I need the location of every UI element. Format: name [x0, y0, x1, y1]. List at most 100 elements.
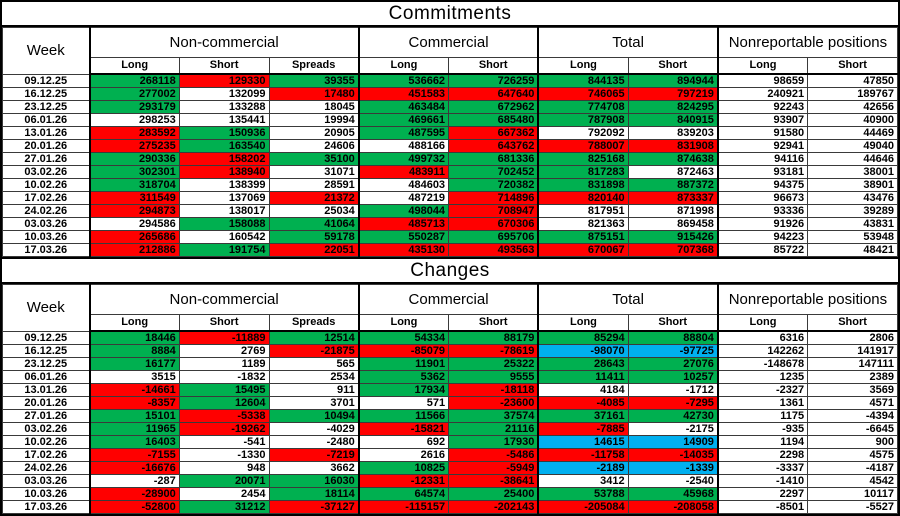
value-cell: 212886 — [88, 243, 180, 257]
group-header: Total — [537, 27, 719, 58]
value-cell: 2298 — [716, 448, 809, 462]
value-cell: -4187 — [807, 461, 898, 475]
value-cell: 14615 — [537, 435, 629, 449]
table-row: 24.02.26 294873 138017 25034 498044 708947 817… — [2, 204, 898, 218]
week-cell: 03.02.26 — [2, 165, 90, 179]
value-cell: 31212 — [178, 500, 270, 514]
value-cell: 59178 — [268, 230, 360, 244]
value-cell: 726259 — [448, 73, 539, 88]
value-cell: 820140 — [537, 191, 629, 205]
value-cell: -287 — [88, 474, 180, 488]
value-cell: 2389 — [807, 370, 898, 384]
value-cell: 54334 — [357, 330, 450, 345]
value-cell: 14909 — [627, 435, 719, 449]
value-cell: 17930 — [448, 435, 539, 449]
value-cell: 137069 — [178, 191, 270, 205]
changes-table: Week Non-commercial Commercial Total Nonrepo… — [2, 284, 898, 514]
value-cell: 787908 — [537, 113, 629, 127]
value-cell: 817283 — [537, 165, 629, 179]
value-cell: 44646 — [807, 152, 898, 166]
week-cell: 13.01.26 — [2, 383, 90, 397]
value-cell: 672962 — [448, 100, 539, 114]
value-cell: 38001 — [807, 165, 898, 179]
value-cell: -148678 — [716, 357, 809, 371]
value-cell: -5486 — [448, 448, 539, 462]
group-header: Nonreportable positions — [716, 27, 898, 58]
value-cell: 22051 — [268, 243, 360, 257]
value-cell: -37127 — [268, 500, 360, 514]
value-cell: -541 — [178, 435, 270, 449]
value-cell: 96673 — [716, 191, 809, 205]
value-cell: 138399 — [178, 178, 270, 192]
value-cell: -28900 — [88, 487, 180, 501]
commitments-table: Week Non-commercial Commercial Total Nonrepo… — [2, 27, 898, 257]
value-cell: 158088 — [178, 217, 270, 231]
value-cell: 147111 — [807, 357, 898, 371]
value-cell: 39355 — [268, 73, 360, 88]
value-cell: 290336 — [88, 152, 180, 166]
value-cell: 695706 — [448, 230, 539, 244]
value-cell: 15495 — [178, 383, 270, 397]
value-cell: 25400 — [448, 487, 539, 501]
value-cell: 91580 — [716, 126, 809, 140]
value-cell: 43476 — [807, 191, 898, 205]
table-row: 17.03.26 -52800 31212 -37127 -115157 -202143-… — [2, 500, 898, 514]
section-title: Commitments — [2, 2, 898, 27]
value-cell: -4394 — [807, 409, 898, 423]
value-cell: 18114 — [268, 487, 360, 501]
week-cell: 17.03.26 — [2, 243, 90, 257]
value-cell: 685480 — [448, 113, 539, 127]
value-cell: -5527 — [807, 500, 898, 514]
value-cell: -8501 — [716, 500, 809, 514]
value-cell: -12331 — [357, 474, 450, 488]
value-cell: 746065 — [537, 87, 629, 101]
section-title: Changes — [2, 257, 898, 284]
value-cell: 708947 — [448, 204, 539, 218]
value-cell: 18045 — [268, 100, 360, 114]
value-cell: 11566 — [357, 409, 450, 423]
value-cell: 39289 — [807, 204, 898, 218]
value-cell: -7219 — [268, 448, 360, 462]
value-cell: 283592 — [88, 126, 180, 140]
value-cell: 294873 — [88, 204, 180, 218]
value-cell: 163540 — [178, 139, 270, 153]
week-column-header: Week — [2, 27, 91, 75]
value-cell: -2189 — [537, 461, 629, 475]
value-cell: 17480 — [268, 87, 360, 101]
value-cell: 4575 — [807, 448, 898, 462]
value-cell: 93907 — [716, 113, 809, 127]
value-cell: 774708 — [537, 100, 629, 114]
value-cell: 435130 — [357, 243, 450, 257]
value-cell: 150936 — [178, 126, 270, 140]
value-cell: 670067 — [537, 243, 629, 257]
value-cell: 98659 — [716, 73, 809, 88]
col-header: Spreads — [268, 314, 360, 332]
week-cell: 20.01.26 — [2, 139, 90, 153]
table-row: 13.01.26 283592 150936 20905 487595 667362 792… — [2, 126, 898, 140]
value-cell: 792092 — [537, 126, 629, 140]
value-cell: 158202 — [178, 152, 270, 166]
value-cell: 9555 — [448, 370, 539, 384]
value-cell: 47850 — [807, 73, 898, 88]
col-header: Long — [88, 57, 180, 75]
value-cell: 16177 — [88, 357, 180, 371]
value-cell: 16030 — [268, 474, 360, 488]
table-row: 20.01.26 -8357 12604 3701 571 -23600 -4085 -729… — [2, 396, 898, 410]
value-cell: 138017 — [178, 204, 270, 218]
week-cell: 16.12.25 — [2, 87, 90, 101]
week-cell: 03.03.26 — [2, 217, 90, 231]
value-cell: 2806 — [807, 330, 898, 345]
value-cell: 12604 — [178, 396, 270, 410]
value-cell: 17934 — [357, 383, 450, 397]
value-cell: -18118 — [448, 383, 539, 397]
value-cell: -1410 — [716, 474, 809, 488]
table-row: 27.01.26 290336 158202 35100 499732 681336 825… — [2, 152, 898, 166]
value-cell: 135441 — [178, 113, 270, 127]
value-cell: 53788 — [537, 487, 629, 501]
week-cell: 23.12.25 — [2, 357, 90, 371]
value-cell: -115157 — [357, 500, 450, 514]
value-cell: 873337 — [627, 191, 719, 205]
table-row: 27.01.26 15101 -5338 10494 11566 37574 37161 42… — [2, 409, 898, 423]
table-row: 06.01.26 3515 -1832 2534 5362 9555 11411 10257 1… — [2, 370, 898, 384]
